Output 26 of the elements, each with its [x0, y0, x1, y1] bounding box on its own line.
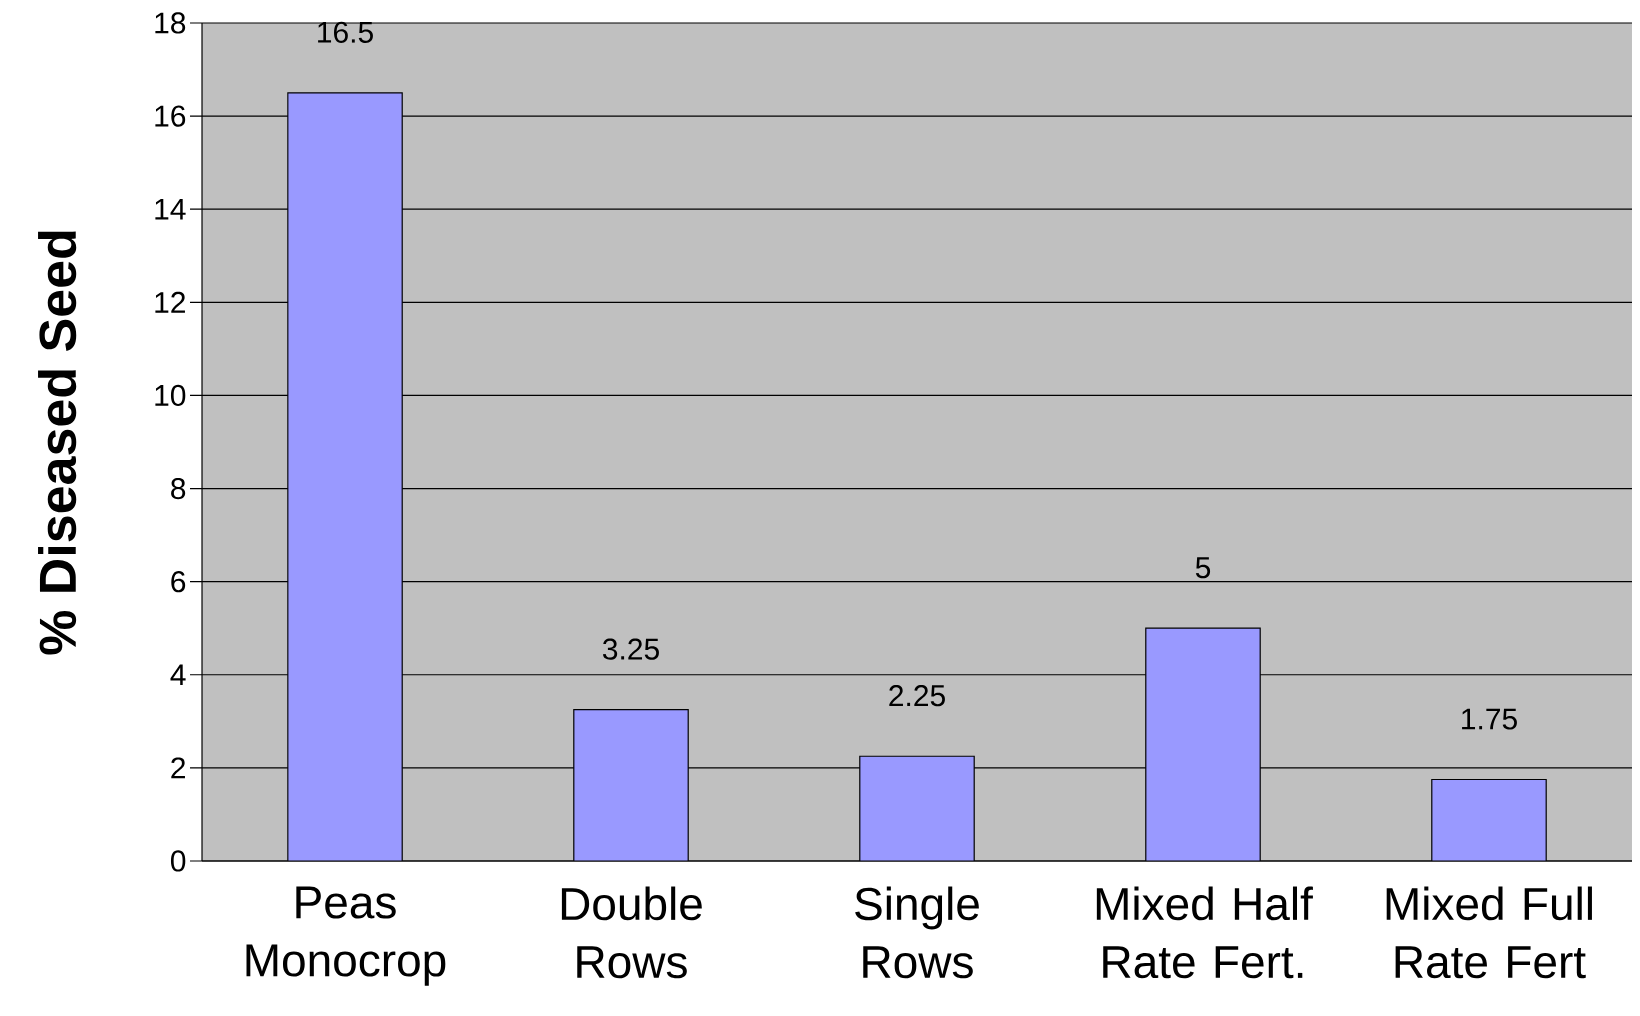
y-axis-title: % Diseased Seed: [38, 231, 77, 655]
y-tick-label: 0: [170, 850, 186, 872]
x-tick-label: Peas Monocrop: [246, 886, 446, 986]
x-tick-label: Mixed Full Rate Fert: [1386, 886, 1592, 979]
bar: [1145, 627, 1261, 861]
data-label: 1.75: [1462, 708, 1517, 730]
bar: [1431, 778, 1547, 861]
y-tick-label: 4: [170, 664, 186, 686]
data-label: 2.25: [889, 685, 945, 707]
y-tick-label: 8: [171, 477, 186, 500]
x-tick-label: Mixed Half Rate Fert.: [1096, 886, 1313, 979]
x-tick-label: Double Rows: [561, 886, 702, 979]
bar: [859, 755, 975, 861]
y-tick-label: 18: [155, 12, 186, 34]
data-label: 16.5: [318, 21, 373, 43]
y-tick-label: 6: [171, 571, 186, 593]
data-label: 3.25: [602, 638, 659, 660]
bar: [573, 709, 689, 861]
y-tick-label: 2: [171, 757, 185, 779]
bar: [287, 92, 403, 861]
y-tick-label: 10: [155, 384, 186, 407]
x-tick-label: Single Rows: [855, 886, 979, 979]
data-label: 5: [1195, 557, 1211, 579]
y-tick-label: 14: [155, 198, 186, 220]
y-tick-label: 16: [155, 105, 186, 127]
y-tick-label: 12: [155, 291, 185, 313]
